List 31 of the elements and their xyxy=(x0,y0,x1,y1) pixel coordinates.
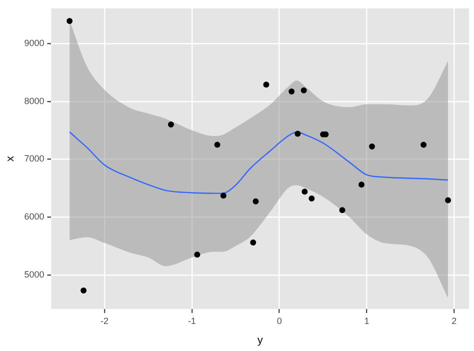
x-tick-label: 2 xyxy=(452,316,457,326)
point xyxy=(294,130,301,137)
y-tick-label: 9000 xyxy=(24,38,44,48)
y-tick-label: 5000 xyxy=(24,269,44,280)
y-tick-label: 8000 xyxy=(24,96,44,106)
point xyxy=(288,88,295,95)
point xyxy=(214,142,220,148)
point xyxy=(252,198,259,204)
point xyxy=(445,197,452,204)
point xyxy=(66,18,73,24)
y-tick-label: 7000 xyxy=(24,154,44,164)
x-tick-label: -2 xyxy=(100,316,109,326)
x-tick-label: 1 xyxy=(364,316,370,326)
point xyxy=(339,207,346,214)
x-tick-label: -1 xyxy=(188,316,196,326)
point xyxy=(263,82,270,88)
point xyxy=(358,182,364,188)
y-axis-title: x xyxy=(4,155,17,162)
point xyxy=(250,239,256,246)
point xyxy=(302,188,308,195)
point xyxy=(80,287,87,294)
point xyxy=(220,192,226,199)
x-axis-title: y xyxy=(257,334,264,346)
y-tick-label: 6000 xyxy=(24,212,44,222)
point xyxy=(420,142,427,148)
point xyxy=(194,252,200,258)
point xyxy=(168,121,174,128)
point xyxy=(308,196,315,202)
point xyxy=(300,87,307,94)
point xyxy=(368,143,375,150)
x-tick-label: 0 xyxy=(276,316,282,326)
